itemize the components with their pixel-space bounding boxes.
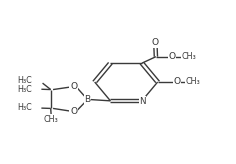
Text: O: O — [173, 78, 180, 86]
Text: O: O — [70, 82, 77, 92]
Text: B: B — [84, 95, 91, 104]
Text: O: O — [169, 52, 176, 61]
Text: CH₃: CH₃ — [185, 78, 200, 86]
Text: CH₃: CH₃ — [181, 52, 196, 61]
Text: O: O — [152, 39, 159, 48]
Text: CH₃: CH₃ — [44, 115, 59, 124]
Text: H₃C: H₃C — [17, 76, 32, 85]
Text: N: N — [139, 97, 146, 106]
Text: H₃C: H₃C — [17, 103, 32, 113]
Text: H₃C: H₃C — [17, 85, 32, 94]
Text: O: O — [70, 107, 77, 116]
